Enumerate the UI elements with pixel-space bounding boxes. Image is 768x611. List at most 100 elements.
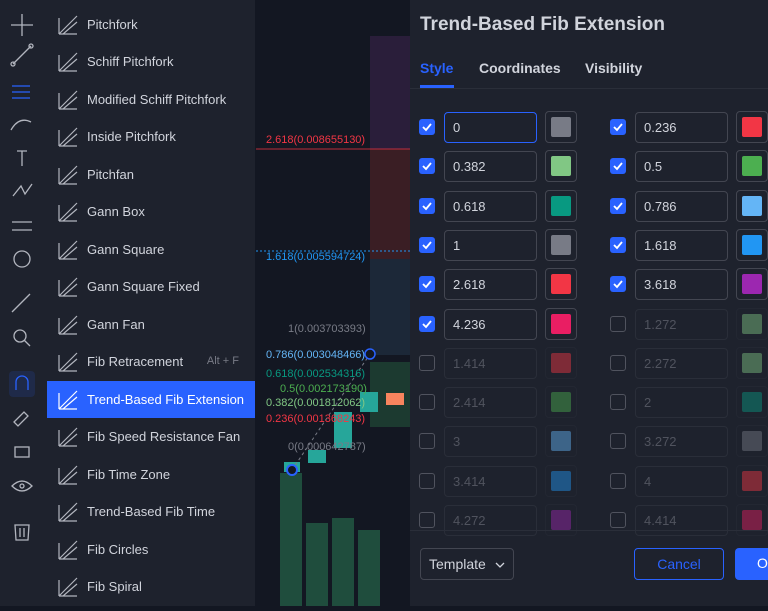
- check: [422, 319, 432, 328]
- menu-item[interactable]: Pitchfork: [47, 6, 255, 43]
- tool-icon: [58, 315, 78, 335]
- checkbox[interactable]: [610, 433, 626, 450]
- tab[interactable]: Visibility: [585, 60, 643, 76]
- color-swatch[interactable]: [545, 228, 577, 261]
- menu-item[interactable]: Fib Spiral: [47, 568, 255, 605]
- menu-item[interactable]: Trend-Based Fib Time: [47, 493, 255, 530]
- ok-button[interactable]: Ok: [735, 548, 768, 580]
- level-input[interactable]: 0: [444, 112, 537, 143]
- level-input[interactable]: 4.414: [635, 505, 728, 536]
- checkbox[interactable]: [419, 394, 435, 411]
- level-input[interactable]: 0.786: [635, 190, 728, 222]
- checkbox[interactable]: [419, 472, 435, 489]
- menu-item[interactable]: Gann Square: [47, 231, 255, 268]
- checkbox[interactable]: [419, 354, 435, 371]
- checkbox[interactable]: [610, 315, 626, 332]
- menu-item[interactable]: Fib Time Zone: [47, 456, 255, 493]
- color-swatch[interactable]: [736, 150, 768, 183]
- drawing-tools-menu: Pitchfork Schiff Pitchfork Modified Schiff…: [47, 0, 255, 606]
- level-input[interactable]: 3.618: [635, 269, 728, 301]
- color-swatch[interactable]: [736, 228, 768, 261]
- color-swatch[interactable]: [545, 346, 577, 379]
- swatch-color: [742, 470, 762, 491]
- checkbox[interactable]: [610, 472, 626, 489]
- color-swatch[interactable]: [545, 307, 577, 340]
- color-swatch[interactable]: [736, 307, 768, 340]
- level-input[interactable]: 2: [635, 387, 728, 419]
- level-input[interactable]: 0.236: [635, 112, 728, 143]
- level-input[interactable]: 0.618: [444, 190, 537, 222]
- checkbox[interactable]: [419, 158, 435, 175]
- level-input[interactable]: 0.382: [444, 151, 537, 183]
- menu-item[interactable]: Gann Fan: [47, 306, 255, 343]
- color-swatch[interactable]: [736, 268, 768, 301]
- level-input[interactable]: 1.414: [444, 347, 537, 379]
- swatch-color: [742, 195, 762, 216]
- menu-item[interactable]: Fib Circles: [47, 531, 255, 568]
- level-input[interactable]: 0.5: [635, 151, 728, 183]
- swatch-color: [742, 156, 762, 177]
- checkbox[interactable]: [610, 512, 626, 528]
- divider: [410, 530, 768, 531]
- checkbox[interactable]: [419, 197, 435, 214]
- checkbox[interactable]: [610, 236, 626, 253]
- color-swatch[interactable]: [545, 111, 577, 143]
- color-swatch[interactable]: [545, 464, 577, 497]
- color-swatch[interactable]: [736, 111, 768, 143]
- checkbox[interactable]: [419, 276, 435, 293]
- checkbox[interactable]: [610, 197, 626, 214]
- level-input[interactable]: 3.414: [444, 465, 537, 497]
- checkbox[interactable]: [419, 315, 435, 332]
- tab[interactable]: Style: [420, 60, 454, 76]
- menu-item[interactable]: Fib Speed Resistance Fan: [47, 418, 255, 455]
- checkbox[interactable]: [419, 119, 435, 135]
- cancel-button[interactable]: Cancel: [634, 548, 724, 580]
- checkbox[interactable]: [419, 433, 435, 450]
- color-swatch[interactable]: [736, 189, 768, 222]
- checkbox[interactable]: [419, 236, 435, 253]
- level-input[interactable]: 2.414: [444, 387, 537, 419]
- checkbox[interactable]: [610, 354, 626, 371]
- menu-item[interactable]: Gann Square Fixed: [47, 268, 255, 305]
- color-swatch[interactable]: [736, 425, 768, 458]
- checkbox[interactable]: [610, 158, 626, 175]
- color-swatch[interactable]: [736, 504, 768, 536]
- menu-item[interactable]: Trend-Based Fib Extension: [47, 380, 255, 418]
- level-input[interactable]: 4.272: [444, 505, 537, 536]
- level-input[interactable]: 4.236: [444, 308, 537, 340]
- menu-item[interactable]: Schiff Pitchfork: [47, 43, 255, 80]
- level-input[interactable]: 1.272: [635, 308, 728, 340]
- color-swatch[interactable]: [736, 346, 768, 379]
- level-input[interactable]: 3: [444, 426, 537, 458]
- template-dropdown[interactable]: Template: [420, 548, 514, 580]
- swatch-color: [551, 392, 571, 413]
- level-input[interactable]: 2.618: [444, 269, 537, 301]
- tab[interactable]: Coordinates: [479, 60, 561, 76]
- level-input[interactable]: 1.618: [635, 229, 728, 261]
- level-input[interactable]: 1: [444, 229, 537, 261]
- color-swatch[interactable]: [545, 386, 577, 419]
- checkbox[interactable]: [610, 119, 626, 135]
- level-input[interactable]: 4: [635, 465, 728, 497]
- tool-icon: [58, 577, 78, 597]
- color-swatch[interactable]: [545, 150, 577, 183]
- level-input[interactable]: 2.272: [635, 347, 728, 379]
- checkbox[interactable]: [610, 394, 626, 411]
- menu-item[interactable]: Modified Schiff Pitchfork: [47, 81, 255, 118]
- swatch-color: [551, 195, 571, 216]
- level-input[interactable]: 3.272: [635, 426, 728, 458]
- tool-icon: [58, 15, 78, 35]
- color-swatch[interactable]: [545, 504, 577, 536]
- checkbox[interactable]: [419, 512, 435, 528]
- menu-item[interactable]: Gann Box: [47, 193, 255, 230]
- color-swatch[interactable]: [545, 268, 577, 301]
- chevron: [495, 562, 505, 568]
- color-swatch[interactable]: [736, 386, 768, 419]
- menu-item[interactable]: Pitchfan: [47, 156, 255, 193]
- checkbox[interactable]: [610, 276, 626, 293]
- color-swatch[interactable]: [545, 425, 577, 458]
- color-swatch[interactable]: [736, 464, 768, 497]
- menu-item[interactable]: Fib Retracement Alt + F: [47, 343, 255, 380]
- menu-item[interactable]: Inside Pitchfork: [47, 118, 255, 155]
- color-swatch[interactable]: [545, 189, 577, 222]
